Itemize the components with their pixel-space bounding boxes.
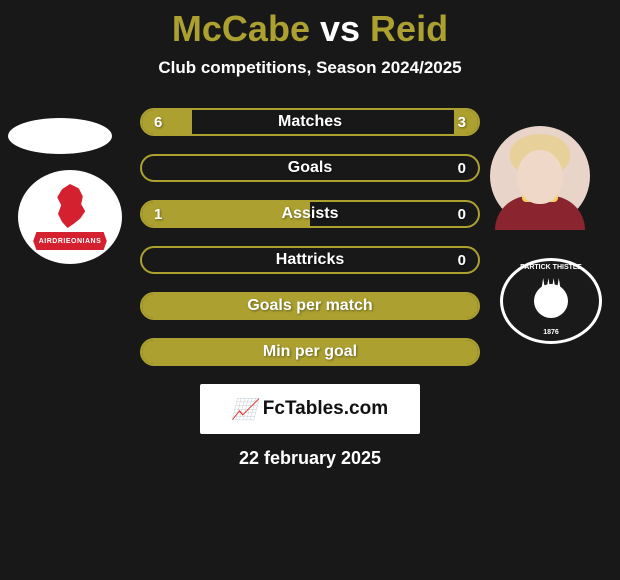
stat-value-right: 0 (458, 252, 466, 269)
player2-photo (490, 126, 590, 226)
player2-club-crest: PARTICK THISTLE 1876 (500, 258, 602, 344)
thistle-icon (534, 284, 568, 318)
stat-label: Goals (288, 159, 332, 177)
crest-text-bottom: 1876 (543, 329, 559, 336)
stat-label: Goals per match (247, 297, 372, 315)
stat-row: Goals per match (140, 292, 480, 320)
brand-text: FcTables.com (263, 398, 388, 420)
crest-ribbon: AIRDRIEONIANS (30, 232, 110, 250)
stat-label: Matches (278, 113, 342, 131)
stat-value-left: 1 (154, 206, 162, 223)
stat-row: 0 Goals (140, 154, 480, 182)
stat-bar-left (142, 110, 192, 134)
stats-block: 6 3 Matches 0 Goals 1 0 Assists 0 Hattricks Goals … (140, 108, 480, 366)
airdrieonians-crest: AIRDRIEONIANS (30, 184, 110, 250)
vs-label: vs (320, 8, 360, 49)
rooster-icon (50, 184, 90, 228)
stat-row: Min per goal (140, 338, 480, 366)
stat-value-right: 3 (458, 114, 466, 131)
stat-value-right: 0 (458, 160, 466, 177)
stat-row: 0 Hattricks (140, 246, 480, 274)
subtitle: Club competitions, Season 2024/2025 (0, 58, 620, 78)
stat-row: 6 3 Matches (140, 108, 480, 136)
player1-club-crest: AIRDRIEONIANS (18, 170, 122, 264)
crest-text-top: PARTICK THISTLE (520, 264, 582, 271)
stat-row: 1 0 Assists (140, 200, 480, 228)
stat-label: Hattricks (276, 251, 344, 269)
player2-name: Reid (370, 8, 448, 49)
date-label: 22 february 2025 (0, 448, 620, 469)
brand-badge: 📈 FcTables.com (200, 384, 420, 434)
stat-value-left: 6 (154, 114, 162, 131)
partick-thistle-crest: PARTICK THISTLE 1876 (516, 266, 586, 336)
player1-name: McCabe (172, 8, 310, 49)
player-face (517, 150, 563, 204)
title: McCabe vs Reid (0, 8, 620, 50)
stat-label: Assists (282, 205, 339, 223)
brand-icon: 📈 (232, 397, 257, 422)
stat-value-right: 0 (458, 206, 466, 223)
stat-label: Min per goal (263, 343, 357, 361)
player1-silhouette (8, 118, 112, 154)
